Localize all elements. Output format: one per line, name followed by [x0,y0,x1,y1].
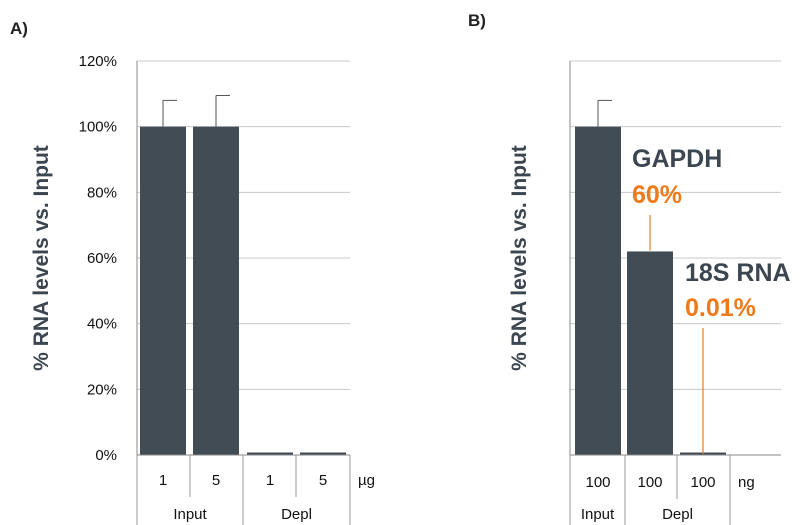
group-label: Depl [662,506,693,523]
y-tick-label: 80% [87,184,117,201]
y-tick-label: 20% [87,381,117,398]
x-tick-label: 1 [159,472,167,489]
panel-a-label: A) [10,19,28,38]
bar [300,452,346,455]
panel-a-ylabel: % RNA levels vs. Input [30,145,53,371]
annotation-name: 18S RNA [685,259,791,287]
x-tick-label: 5 [319,472,327,489]
bar [627,251,673,455]
panel-a-unit-label: µg [358,472,375,489]
group-label: Input [581,506,615,523]
bar [193,126,239,456]
y-tick-label: 60% [87,250,117,267]
group-label: Input [173,506,207,523]
bar [575,126,621,456]
x-tick-label: 100 [637,474,662,491]
panel-b-label: B) [468,11,486,30]
bar [247,452,293,455]
x-tick-label: 1 [266,472,274,489]
y-tick-label: 40% [87,316,117,333]
x-tick-label: 100 [585,474,610,491]
y-tick-label: 0% [95,447,117,464]
panel-b-unit-label: ng [738,474,755,491]
bar [140,126,186,456]
annotation-percent: 60% [632,181,682,209]
panel-b-ylabel: % RNA levels vs. Input [508,145,531,371]
x-tick-label: 100 [690,474,715,491]
y-tick-label: 120% [79,53,117,70]
panel-a-chart: 0% 20% 40% 60% 80% 100% 120% 1 5 1 5 Input Depl [79,53,351,525]
y-tick-label: 100% [79,119,117,136]
panel-b-chart: 100 100 100 Input Depl GAPDH 60% 18S RNA 0.01% [569,60,791,525]
annotation-name: GAPDH [632,145,722,173]
x-tick-label: 5 [212,472,220,489]
annotation-percent: 0.01% [685,294,756,322]
group-label: Depl [281,506,312,523]
